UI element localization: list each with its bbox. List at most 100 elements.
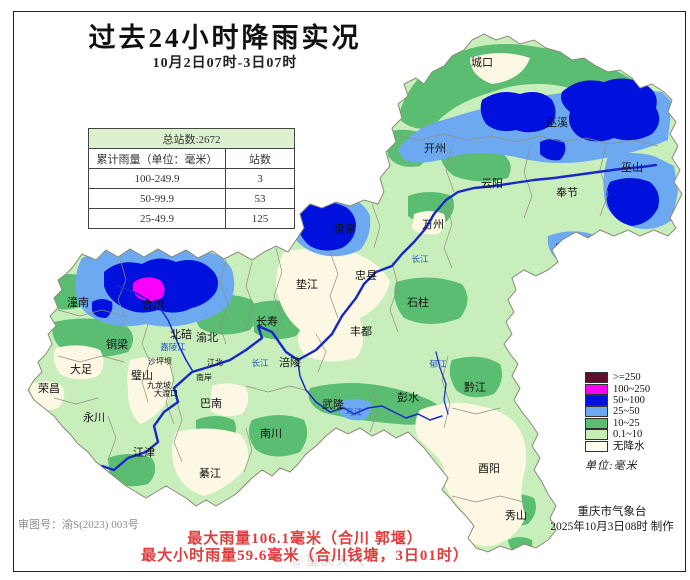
- legend-swatch: [585, 440, 608, 452]
- total-stations: 总站数:2672: [88, 128, 295, 149]
- legend-label: 0.1~10: [613, 429, 643, 441]
- jialing-river: [117, 285, 193, 371]
- river-label: 长江: [251, 358, 269, 368]
- legend-label: 100~250: [613, 383, 651, 395]
- table-row: 50-99.9 53: [88, 188, 295, 209]
- legend-item: 0.1~10: [585, 429, 650, 441]
- district-label: 开州: [424, 143, 446, 155]
- legend-label: >=250: [613, 372, 641, 384]
- table-header-row: 累计雨量（单位：毫米） 站数: [88, 148, 295, 169]
- district-label: 彭水: [397, 390, 419, 404]
- table-cell: 125: [225, 208, 295, 229]
- legend-item: >=250: [585, 372, 650, 384]
- district-label: 江津: [133, 446, 155, 459]
- district-label: 石柱: [407, 295, 429, 309]
- legend-item: 25~50: [585, 406, 650, 418]
- col-header-count: 站数: [225, 148, 295, 169]
- legend-swatch: [585, 372, 608, 384]
- legend-item: 无降水: [585, 440, 650, 452]
- river-label: 乌江: [345, 407, 363, 417]
- map-review-number: 审图号：渝S(2023) 003号: [18, 519, 139, 531]
- max-rainfall-text: 最大雨量106.1毫米（合川 郭堰）: [187, 531, 423, 547]
- district-label: 九龙坡: [147, 380, 171, 390]
- legend-unit: 单位:毫米: [585, 459, 638, 472]
- legend-swatch: [585, 383, 608, 395]
- produced-time: 2025年10月3日08时 制作: [550, 521, 674, 533]
- table-row: 100-249.9 3: [88, 168, 295, 189]
- legend-swatch: [585, 429, 608, 441]
- river-label: 嘉陵江: [160, 342, 186, 352]
- district-label: 忠县: [355, 269, 377, 282]
- yangtze-river: [86, 163, 658, 480]
- district-label: 城口: [471, 56, 493, 69]
- district-label: 秀山: [505, 509, 527, 522]
- col-header-rainfall: 累计雨量（单位：毫米）: [88, 148, 226, 169]
- district-label: 北碚: [170, 327, 192, 341]
- table-cell: 50-99.9: [88, 188, 226, 209]
- rivers: [86, 163, 658, 480]
- district-label: 綦江: [199, 467, 221, 480]
- rain-zone-dark-blue: [92, 78, 660, 318]
- district-label: 渝北: [196, 330, 218, 344]
- district-label: 永川: [83, 410, 105, 424]
- district-label: 合川: [142, 297, 164, 311]
- legend-item: 10~25: [585, 417, 650, 429]
- district-label: 璧山: [131, 368, 153, 382]
- station-stats-table: 总站数:2672 累计雨量（单位：毫米） 站数 100-249.9 3 50-99.…: [88, 128, 295, 229]
- river-label: 长江: [411, 254, 429, 264]
- watermark: @重庆天气: [292, 553, 366, 568]
- time-range: 10月2日07时-3日07时: [152, 56, 298, 71]
- river-label: 郁江: [429, 359, 447, 369]
- district-label: 荣昌: [38, 382, 60, 395]
- legend-swatch: [585, 394, 608, 406]
- legend-label: 10~25: [613, 417, 640, 429]
- district-label: 云阳: [481, 177, 503, 190]
- wujiang-river: [297, 361, 443, 421]
- district-label: 酉阳: [478, 462, 500, 475]
- legend-label: 无降水: [613, 440, 645, 452]
- legend-label: 25~50: [613, 406, 640, 418]
- district-label: 梁平: [334, 222, 356, 236]
- district-label: 南岸: [196, 372, 212, 382]
- district-label: 大足: [70, 362, 92, 376]
- district-label: 长寿: [256, 314, 278, 328]
- legend-item: 50~100: [585, 394, 650, 406]
- district-label: 万州: [422, 219, 444, 231]
- legend-swatch: [585, 417, 608, 429]
- legend-item: 100~250: [585, 383, 651, 395]
- district-label: 南川: [260, 427, 282, 440]
- legend: >=250 100~250 50~100 25~50 10~25 0.1~10 无降水 单位…: [585, 372, 650, 473]
- district-label: 铜梁: [106, 337, 128, 351]
- district-label: 潼南: [67, 295, 89, 309]
- district-label: 丰都: [350, 325, 372, 338]
- district-label: 大渡口: [154, 388, 178, 398]
- district-label: 江北: [207, 358, 223, 367]
- page-title: 过去24小时降雨实况: [88, 23, 362, 53]
- producer-credit: 重庆市气象台 2025年10月3日08时 制作: [538, 505, 686, 535]
- stats-table-rows: 100-249.9 3 50-99.9 53 25-49.9 125: [88, 168, 295, 229]
- table-cell: 25-49.9: [88, 208, 226, 229]
- max-hourly-rainfall-text: 最大小时雨量59.6毫米（合川钱塘，3日01时）: [141, 548, 469, 564]
- district-label: 武隆: [322, 397, 344, 411]
- rain-zone-no-rain: [30, 53, 530, 546]
- district-label: 奉节: [556, 185, 578, 199]
- table-total-row: 总站数:2672: [88, 128, 295, 149]
- district-label: 沙坪坝: [148, 357, 172, 366]
- legend-items: >=250 100~250 50~100 25~50 10~25 0.1~10 无降水: [585, 372, 650, 452]
- district-label: 黔江: [464, 380, 486, 394]
- table-cell: 100-249.9: [88, 168, 226, 189]
- yujiang-river: [435, 351, 449, 415]
- table-cell: 3: [225, 168, 295, 189]
- legend-swatch: [585, 406, 608, 418]
- district-label: 垫江: [296, 277, 318, 291]
- table-cell: 53: [225, 188, 295, 209]
- district-label: 巫溪: [546, 116, 568, 129]
- district-label: 巴南: [200, 397, 222, 410]
- district-label: 涪陵: [279, 355, 301, 369]
- legend-label: 50~100: [613, 394, 645, 406]
- district-borders: [53, 133, 659, 503]
